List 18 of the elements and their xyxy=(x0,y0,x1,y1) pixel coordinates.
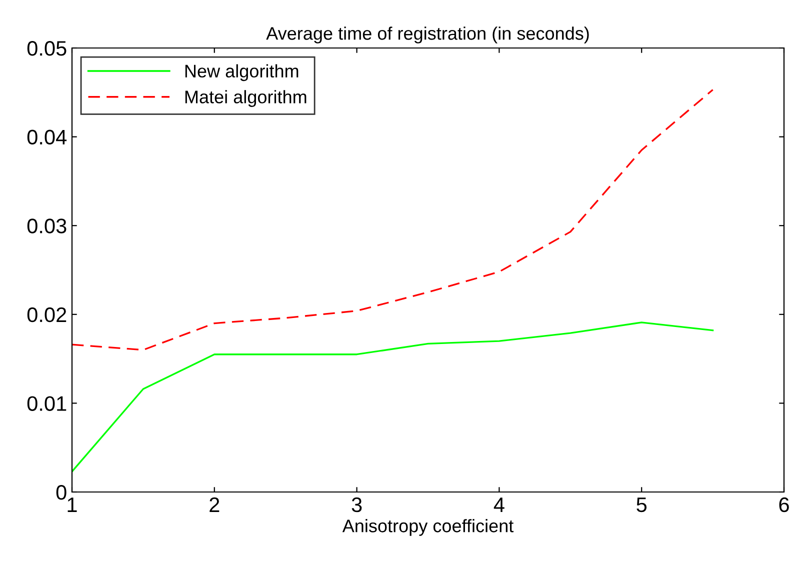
x-tick-label: 2 xyxy=(210,497,220,512)
x-tick-label: 1 xyxy=(68,498,77,512)
y-tick-label: 0.02 xyxy=(27,307,66,322)
y-tick-label: 0.05 xyxy=(27,41,66,56)
x-tick-label: 3 xyxy=(352,497,362,512)
y-tick-label: 0 xyxy=(56,485,66,500)
y-tick-label: 0.03 xyxy=(27,218,66,234)
y-tick-label: 0.04 xyxy=(27,130,67,145)
x-tick-label: 4 xyxy=(494,498,504,512)
x-axis-title: Anisotropy coefficient xyxy=(342,519,514,536)
line-series xyxy=(72,88,714,351)
chart-title: Average time of registration (in seconds) xyxy=(266,26,589,44)
y-tick-label: 0.01 xyxy=(27,396,66,411)
legend-label: Matei algorithm xyxy=(185,90,306,107)
legend-label: New algorithm xyxy=(185,64,298,82)
x-tick-label: 5 xyxy=(636,498,647,512)
line-series xyxy=(72,322,714,472)
x-tick-label: 6 xyxy=(779,497,789,512)
